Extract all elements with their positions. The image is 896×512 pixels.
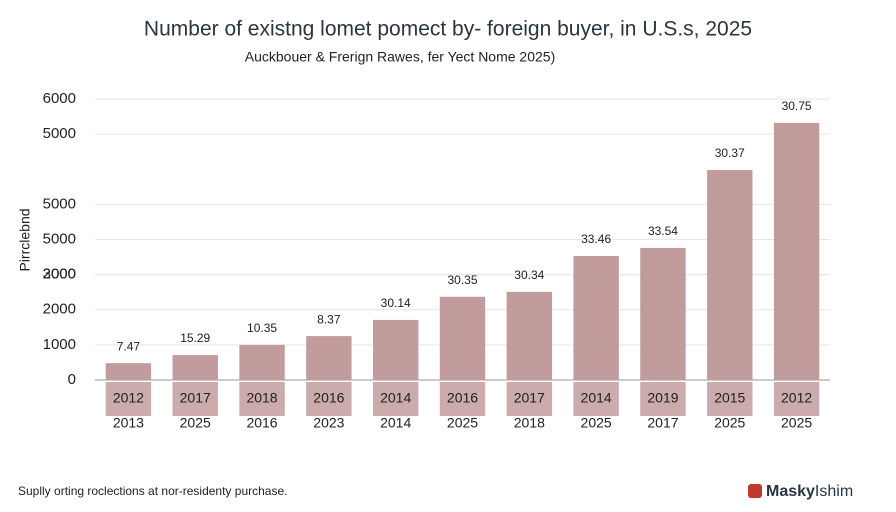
y-axis-label: Pirrclebnd [17,208,33,271]
bar-label: 30.37 [715,146,745,160]
x-tick-label: 2014 [581,390,612,406]
x-tick-label-secondary: 2016 [246,415,277,431]
x-tick-label: 2017 [180,390,211,406]
x-tick-label: 2015 [714,390,745,406]
y-tick-label: 0 [68,371,76,388]
x-tick-label: 2019 [647,390,678,406]
chart-title: Number of existng lomet pomect by- forei… [144,18,752,41]
category-box [105,382,152,416]
bar [172,355,218,380]
chart-subtitle: Auckbouer & Frerign Rawes, fer Yect Nome… [245,49,556,65]
x-tick-label: 2018 [246,390,277,406]
bar [506,291,553,380]
y-tick-label: 6000 [43,90,76,107]
logo-bold: Masky [766,483,815,500]
bar-label: 7.47 [117,339,141,353]
bar-label: 30.34 [514,268,544,282]
bar-label: 15.29 [180,331,210,345]
bar [773,122,820,380]
category-box [640,382,686,416]
x-tick-label-secondary: 2025 [714,415,745,431]
x-tick-label: 2016 [313,390,344,406]
y-tick-label: 1000 [43,336,76,353]
category-box [172,382,218,416]
x-tick-label-secondary: 2025 [581,415,612,431]
bar-label: 33.54 [648,224,678,238]
y-tick-label: 5000 [43,230,76,247]
x-tick-label-secondary: 2018 [514,415,545,431]
bar-label: 30.75 [782,99,812,113]
category-box [573,382,619,416]
x-tick-label-secondary: 2025 [447,415,478,431]
bar-label: 33.46 [581,232,611,246]
category-box [506,382,553,416]
bar [239,344,285,380]
category-box [239,382,285,416]
x-tick-label: 2014 [380,390,411,406]
bar [306,336,352,380]
x-tick-label-secondary: 2017 [647,415,678,431]
category-box [372,382,419,416]
y-tick-label: 5000 [43,125,76,142]
x-tick-label: 2017 [514,390,545,406]
category-box [773,382,820,416]
y-tick-label: 2000 [43,301,76,318]
bar [640,247,686,380]
x-tick-label: 2012 [113,390,144,406]
bar [105,363,152,380]
bar-label: 30.35 [447,273,477,287]
x-tick-label-secondary: 2014 [380,415,411,431]
x-tick-label: 2012 [781,390,812,406]
bar [573,256,619,380]
x-tick-label-secondary: 2025 [180,415,211,431]
category-box [707,382,753,416]
x-tick-label: 2016 [447,390,478,406]
logo-icon [748,484,762,498]
logo: MaskyIshim [766,483,853,500]
bar-label: 10.35 [247,321,277,335]
footer: Suplly orting roclections at nor-residen… [18,484,287,498]
bar [707,169,753,380]
bar [372,319,419,380]
category-box [439,382,486,416]
category-box [306,382,352,416]
logo-light: Ishim [815,483,853,500]
bar-label: 8.37 [317,312,341,326]
bar [439,296,486,380]
y-tick-label: 3000 [43,266,76,283]
x-tick-label-secondary: 2013 [113,415,144,431]
x-tick-label-secondary: 2023 [313,415,344,431]
x-tick-label-secondary: 2025 [781,415,812,431]
y-tick-label: 5000 [43,195,76,212]
y-tick-label: 2000 [43,266,76,283]
bar-label: 30.14 [381,296,411,310]
